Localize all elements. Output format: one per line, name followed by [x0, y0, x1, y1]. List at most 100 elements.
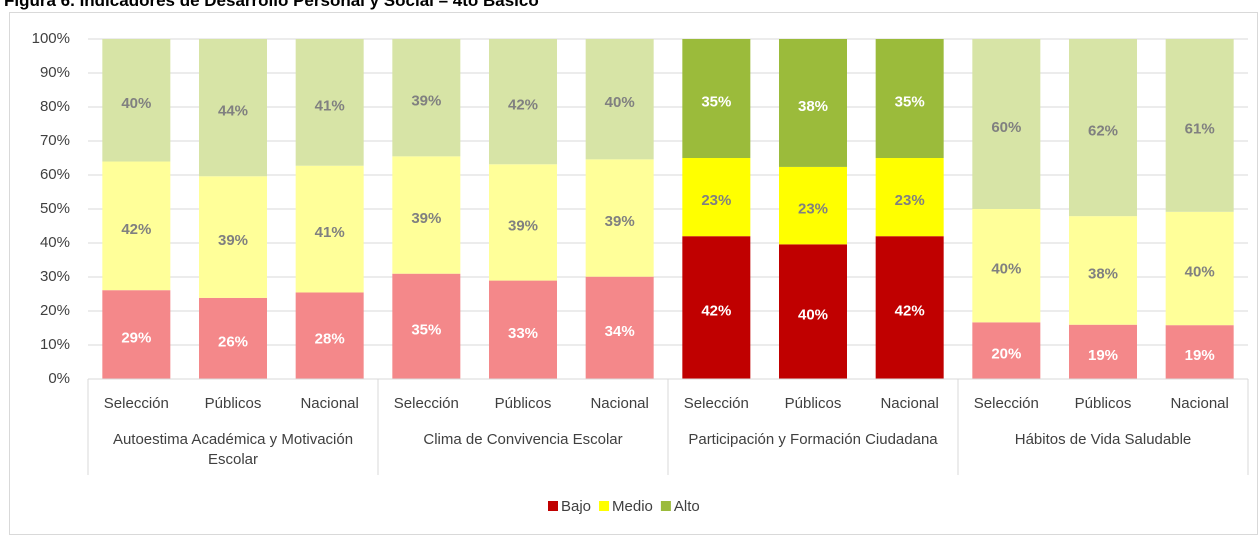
bar-segment — [972, 39, 1041, 209]
x-tick-label: Selección — [104, 395, 169, 412]
data-label: 35% — [411, 321, 441, 338]
y-tick-label: 0% — [48, 370, 70, 387]
data-label: 41% — [315, 97, 345, 114]
y-tick-label: 20% — [40, 302, 70, 319]
x-tick-label: Selección — [394, 395, 459, 412]
bar-segment — [875, 158, 944, 237]
data-label: 35% — [895, 93, 925, 110]
data-label: 61% — [1185, 120, 1215, 137]
data-label: 23% — [895, 192, 925, 209]
bar-segment — [779, 166, 847, 245]
legend-swatch — [548, 501, 558, 511]
bar-segment — [295, 39, 364, 166]
data-label: 39% — [411, 93, 441, 110]
x-tick-label: Selección — [974, 395, 1039, 412]
x-tick-label: Nacional — [590, 395, 648, 412]
bar-segment — [682, 158, 751, 237]
data-label: 26% — [218, 333, 248, 350]
x-tick-label: Nacional — [880, 395, 938, 412]
data-label: 60% — [991, 119, 1021, 136]
x-tick-label: Nacional — [1170, 395, 1228, 412]
group-label: Clima de Convivencia Escolar — [423, 431, 623, 448]
group-label: Hábitos de Vida Saludable — [1014, 431, 1192, 448]
bar-segment — [682, 39, 751, 158]
y-tick-label: 30% — [40, 268, 70, 285]
legend-swatch — [660, 501, 671, 511]
bar-segment — [489, 164, 557, 281]
data-label: 39% — [218, 232, 248, 249]
bar-segment — [875, 39, 944, 158]
bar-segment — [489, 39, 557, 165]
y-tick-label: 70% — [40, 132, 70, 149]
data-label: 23% — [701, 192, 731, 209]
bar-segment — [199, 297, 267, 379]
data-label: 42% — [895, 303, 925, 320]
bar-segment — [102, 161, 171, 291]
bar-segment — [392, 273, 461, 379]
data-label: 33% — [508, 325, 538, 342]
bar-segment — [972, 209, 1041, 323]
data-label: 34% — [605, 323, 635, 340]
x-tick-label: Públicos — [495, 395, 552, 412]
x-tick-label: Selección — [684, 395, 749, 412]
data-label: 38% — [1088, 265, 1118, 282]
data-label: 40% — [605, 94, 635, 111]
bar-segment — [585, 276, 654, 379]
x-tick-label: Públicos — [785, 395, 842, 412]
bar-segment — [295, 292, 364, 379]
data-label: 38% — [798, 98, 828, 115]
bar-segment — [585, 39, 654, 160]
bar-segment — [1165, 39, 1234, 212]
y-tick-label: 10% — [40, 336, 70, 353]
data-label: 39% — [411, 210, 441, 227]
bar-segment — [1165, 211, 1234, 326]
data-label: 44% — [218, 103, 248, 120]
x-tick-label: Nacional — [300, 395, 358, 412]
bar-segment — [875, 236, 944, 379]
y-tick-label: 100% — [32, 30, 70, 47]
data-label: 40% — [798, 307, 828, 324]
y-tick-label: 90% — [40, 64, 70, 81]
bar-segment — [972, 322, 1041, 379]
data-label: 62% — [1088, 123, 1118, 140]
legend-label: Alto — [674, 498, 700, 515]
y-tick-label: 40% — [40, 234, 70, 251]
bar-segment — [1069, 216, 1137, 325]
data-label: 40% — [1185, 263, 1215, 280]
data-label: 19% — [1088, 347, 1118, 364]
bar-segment — [779, 39, 847, 167]
bar-segment — [392, 156, 461, 274]
data-label: 39% — [508, 217, 538, 234]
bar-segment — [392, 39, 461, 157]
bar-segment — [102, 290, 171, 379]
data-label: 42% — [508, 97, 538, 114]
group-label: Autoestima Académica y Motivación Escola… — [112, 431, 354, 468]
data-label: 23% — [798, 201, 828, 218]
bar-segment — [1069, 39, 1137, 217]
legend-label: Medio — [612, 498, 653, 515]
y-tick-label: 80% — [40, 98, 70, 115]
data-label: 29% — [121, 330, 151, 347]
data-label: 20% — [991, 346, 1021, 363]
data-label: 42% — [701, 303, 731, 320]
data-label: 40% — [121, 95, 151, 112]
data-label: 42% — [121, 221, 151, 238]
bar-segment — [585, 159, 654, 277]
data-label: 41% — [315, 224, 345, 241]
bar-segment — [199, 39, 267, 177]
bar-segment — [295, 165, 364, 293]
data-label: 40% — [991, 261, 1021, 278]
y-tick-label: 60% — [40, 166, 70, 183]
chart-title: Figura 6. Indicadores de Desarrollo Pers… — [4, 0, 539, 10]
bar-segment — [1069, 324, 1137, 379]
bar-segment — [199, 176, 267, 298]
x-tick-label: Públicos — [205, 395, 262, 412]
bar-segment — [682, 236, 751, 379]
bar-segment — [779, 244, 847, 379]
data-label: 35% — [701, 93, 731, 110]
data-label: 28% — [315, 331, 345, 348]
data-label: 19% — [1185, 347, 1215, 364]
bar-segment — [489, 280, 557, 379]
